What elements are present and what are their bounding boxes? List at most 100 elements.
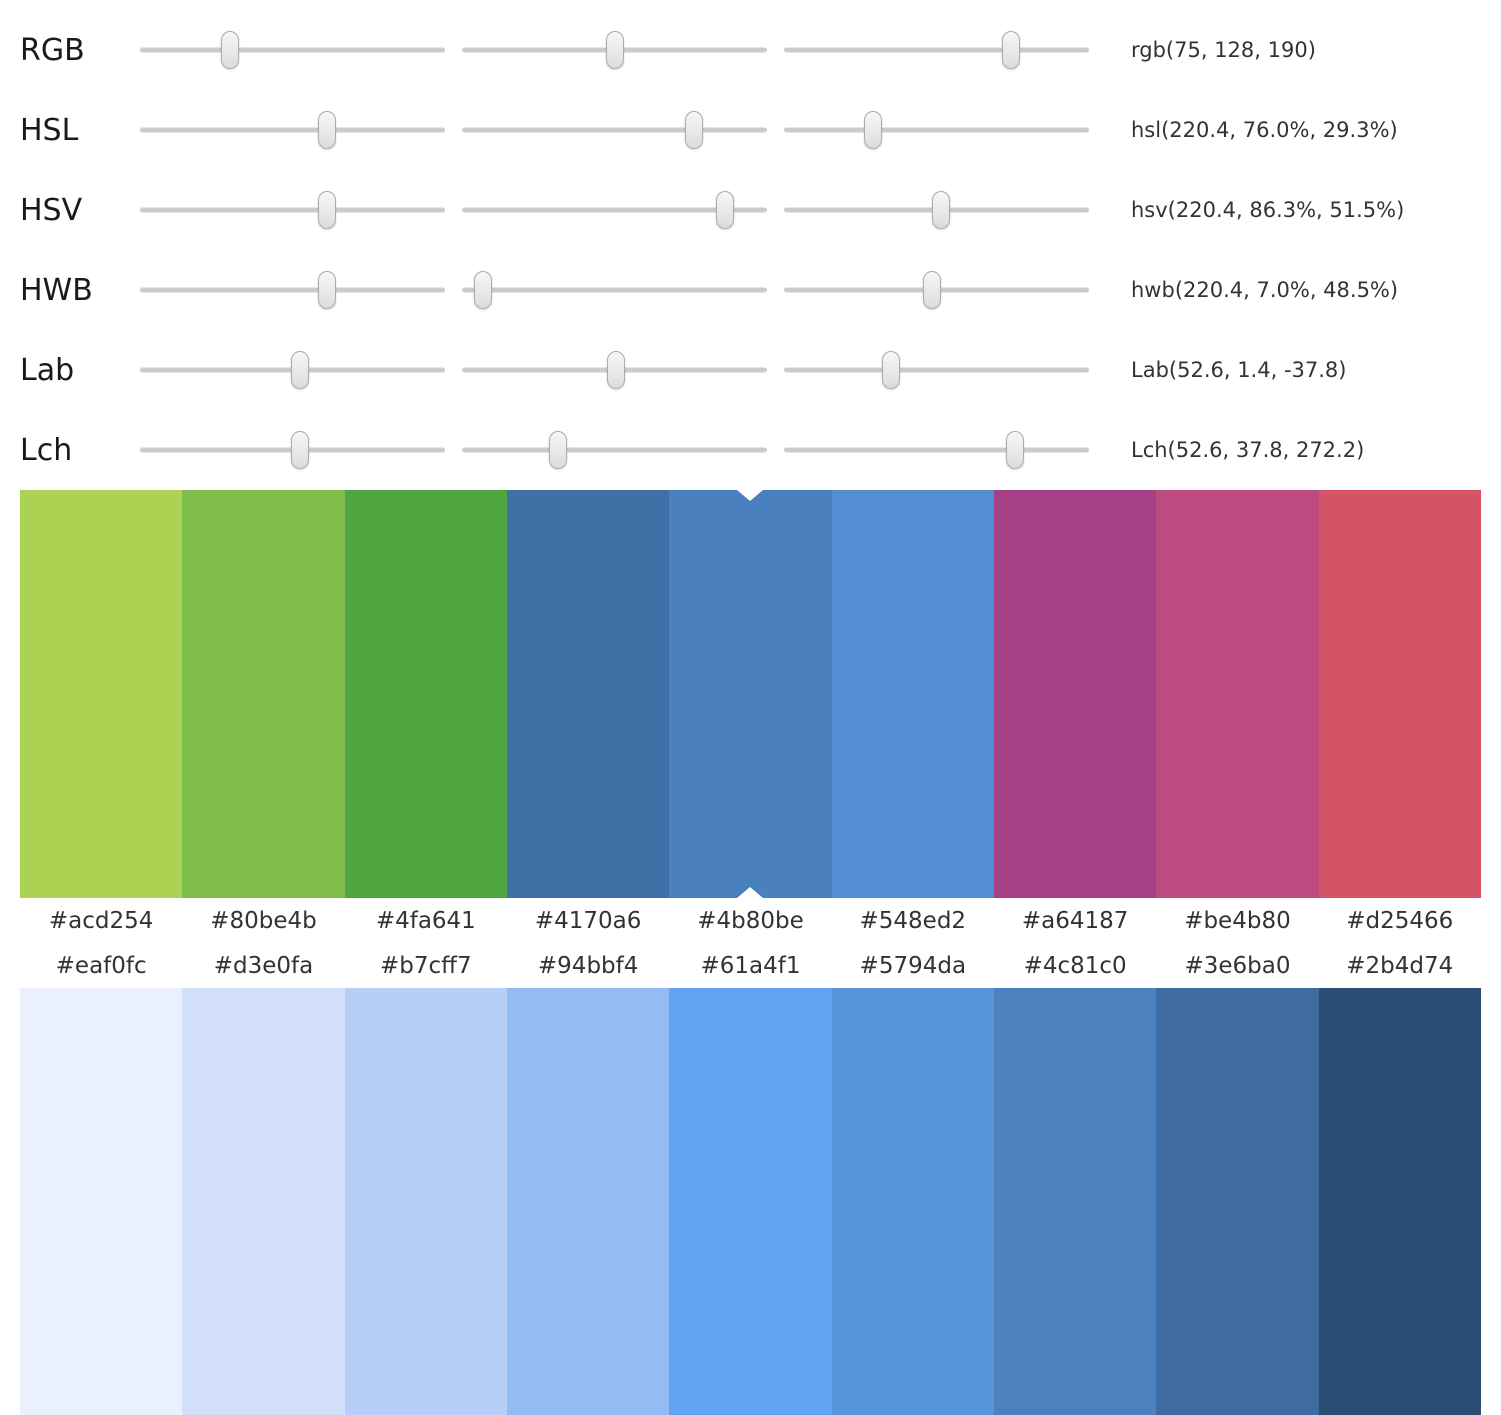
slider-row-value: Lab(52.6, 1.4, -37.8) xyxy=(1131,358,1347,382)
slider-track xyxy=(140,127,445,133)
hex-label: #3e6ba0 xyxy=(1184,953,1291,979)
hue-swatch[interactable] xyxy=(182,490,345,898)
hex-label: #4b80be xyxy=(697,908,804,934)
slider-thumb[interactable] xyxy=(932,191,951,229)
hue-swatch[interactable] xyxy=(506,490,670,898)
hue-hex-labels: #acd254 #80be4b #4fa641 #4170a6 #4b80be … xyxy=(20,898,1481,944)
tone-swatch[interactable] xyxy=(344,988,507,1415)
slider-track xyxy=(140,47,445,53)
slider-track xyxy=(140,287,445,293)
hwb-slider-b[interactable] xyxy=(784,268,1089,312)
tone-swatch[interactable] xyxy=(182,988,345,1415)
lab-slider-b[interactable] xyxy=(784,348,1089,392)
slider-thumb[interactable] xyxy=(606,31,625,69)
hex-label: #2b4d74 xyxy=(1346,953,1454,979)
hue-palette: #acd254 #80be4b #4fa641 #4170a6 #4b80be … xyxy=(0,490,1501,944)
hue-swatch[interactable] xyxy=(993,490,1157,898)
slider-thumb[interactable] xyxy=(549,431,568,469)
slider-track xyxy=(462,287,767,293)
slider-track xyxy=(784,127,1089,133)
hex-label: #4170a6 xyxy=(534,908,642,934)
slider-thumb[interactable] xyxy=(317,111,336,149)
slider-thumb[interactable] xyxy=(882,351,901,389)
rgb-slider-r[interactable] xyxy=(140,28,445,72)
lab-slider-a[interactable] xyxy=(462,348,767,392)
slider-thumb[interactable] xyxy=(474,271,493,309)
hex-label: #548ed2 xyxy=(859,908,967,934)
hex-label: #d25466 xyxy=(1346,908,1454,934)
hex-label: #4fa641 xyxy=(375,908,476,934)
hex-label: #be4b80 xyxy=(1184,908,1291,934)
hue-swatch[interactable] xyxy=(1156,490,1319,898)
rgb-slider-b[interactable] xyxy=(784,28,1089,72)
lch-slider-l[interactable] xyxy=(140,428,445,472)
hex-label: #eaf0fc xyxy=(55,953,147,979)
slider-thumb[interactable] xyxy=(607,351,626,389)
tone-swatch[interactable] xyxy=(993,988,1157,1415)
slider-track xyxy=(462,447,767,453)
selection-notch-top xyxy=(737,490,764,501)
slider-row-label: Lch xyxy=(20,432,73,468)
hwb-slider-h[interactable] xyxy=(140,268,445,312)
hue-swatch[interactable] xyxy=(831,490,994,898)
tone-palette: #eaf0fc #d3e0fa #b7cff7 #94bbf4 #61a4f1 … xyxy=(0,944,1501,1415)
slider-thumb[interactable] xyxy=(922,271,941,309)
slider-row-label: RGB xyxy=(20,32,85,68)
tone-swatch[interactable] xyxy=(20,988,183,1415)
tone-swatch[interactable] xyxy=(669,988,832,1415)
slider-thumb[interactable] xyxy=(716,191,735,229)
rgb-slider-g[interactable] xyxy=(462,28,767,72)
slider-thumb[interactable] xyxy=(291,431,310,469)
slider-row-label: HWB xyxy=(20,272,93,308)
hex-label: #94bbf4 xyxy=(537,953,639,979)
hsl-slider-h[interactable] xyxy=(140,108,445,152)
hsv-slider-h[interactable] xyxy=(140,188,445,232)
hex-label: #a64187 xyxy=(1021,908,1129,934)
tone-swatch[interactable] xyxy=(506,988,670,1415)
slider-track xyxy=(140,207,445,213)
slider-thumb[interactable] xyxy=(291,351,310,389)
hsv-slider-v[interactable] xyxy=(784,188,1089,232)
slider-thumb[interactable] xyxy=(317,271,336,309)
hue-swatch-selected[interactable] xyxy=(669,490,832,898)
slider-thumb[interactable] xyxy=(864,111,883,149)
slider-thumb[interactable] xyxy=(1005,431,1024,469)
slider-row-rgb: RGB rgb(75, 128, 190) xyxy=(0,10,1501,90)
hue-swatch[interactable] xyxy=(344,490,507,898)
color-slider-panel: RGB rgb(75, 128, 190) HSL hsl(220.4, xyxy=(0,0,1501,490)
hsl-slider-s[interactable] xyxy=(462,108,767,152)
slider-track xyxy=(784,367,1089,373)
hex-label: #61a4f1 xyxy=(700,953,801,979)
hsv-slider-s[interactable] xyxy=(462,188,767,232)
lch-slider-h[interactable] xyxy=(784,428,1089,472)
hex-label: #b7cff7 xyxy=(380,953,472,979)
slider-thumb[interactable] xyxy=(684,111,703,149)
slider-track xyxy=(462,127,767,133)
tone-swatch[interactable] xyxy=(1156,988,1319,1415)
hue-swatch[interactable] xyxy=(20,490,183,898)
slider-thumb[interactable] xyxy=(220,31,239,69)
slider-row-lab: Lab Lab(52.6, 1.4, -37.8) xyxy=(0,330,1501,410)
tone-swatch-band xyxy=(20,988,1481,1415)
slider-row-hwb: HWB hwb(220.4, 7.0%, 48.5%) xyxy=(0,250,1501,330)
slider-row-value: hwb(220.4, 7.0%, 48.5%) xyxy=(1131,278,1399,302)
slider-row-value: hsl(220.4, 76.0%, 29.3%) xyxy=(1131,118,1398,142)
slider-thumb[interactable] xyxy=(1002,31,1021,69)
lab-slider-l[interactable] xyxy=(140,348,445,392)
slider-row-hsv: HSV hsv(220.4, 86.3%, 51.5%) xyxy=(0,170,1501,250)
hsl-slider-l[interactable] xyxy=(784,108,1089,152)
hue-swatch-band xyxy=(20,490,1481,898)
tone-swatch[interactable] xyxy=(1318,988,1481,1415)
lch-slider-c[interactable] xyxy=(462,428,767,472)
slider-row-label: HSV xyxy=(20,192,83,228)
hwb-slider-w[interactable] xyxy=(462,268,767,312)
slider-track xyxy=(784,447,1089,453)
slider-row-lch: Lch Lch(52.6, 37.8, 272.2) xyxy=(0,410,1501,490)
slider-thumb[interactable] xyxy=(317,191,336,229)
hex-label: #4c81c0 xyxy=(1023,953,1127,979)
hex-label: #80be4b xyxy=(210,908,317,934)
slider-row-value: Lch(52.6, 37.8, 272.2) xyxy=(1131,438,1365,462)
selection-notch-bottom xyxy=(737,887,764,898)
hue-swatch[interactable] xyxy=(1318,490,1481,898)
tone-swatch[interactable] xyxy=(831,988,994,1415)
